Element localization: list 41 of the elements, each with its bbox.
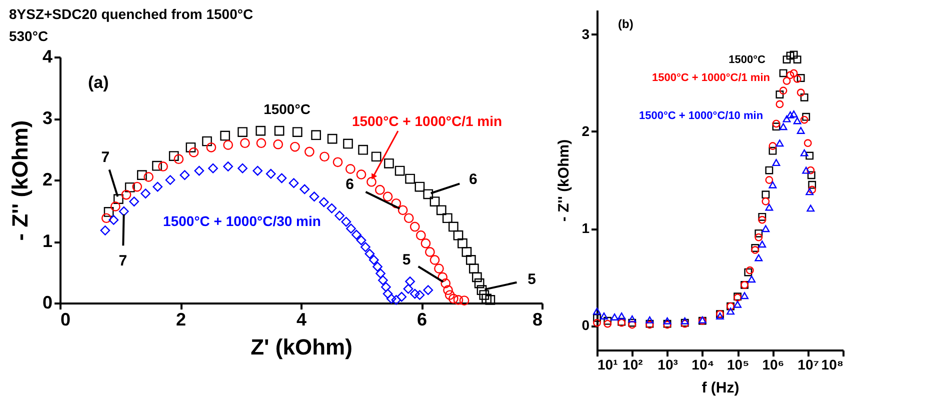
- y-tick-label: 4: [42, 46, 52, 66]
- annotation: 5: [402, 251, 411, 268]
- x-tick-label: 10⁶: [762, 356, 784, 372]
- x-axis-title: Z' (kOhm): [250, 334, 352, 360]
- x-tick-label: 10⁸: [821, 356, 844, 372]
- annotation: (a): [88, 73, 109, 92]
- y-tick-label: 1: [582, 220, 590, 236]
- y-axis-title: - Z'' (kOhm): [7, 120, 32, 241]
- y-tick-label: 3: [582, 26, 590, 42]
- y-tick-label: 2: [42, 170, 52, 190]
- annotation: 7: [101, 149, 110, 166]
- chart-subtitle: 530°C: [8, 28, 48, 44]
- chart-title: 8YSZ+SDC20 quenched from 1500°C: [8, 6, 254, 22]
- y-tick-label: 1: [42, 231, 52, 251]
- x-tick-label: 10⁷: [798, 356, 820, 372]
- x-tick-label: 8: [532, 310, 542, 330]
- x-axis-title: f (Hz): [702, 380, 740, 396]
- x-tick-label: 10¹: [598, 356, 618, 372]
- text: 1500°C + 1000°C/1 min: [352, 113, 502, 129]
- y-tick-label: 3: [42, 108, 52, 128]
- x-tick-label: 10³: [658, 356, 678, 372]
- y-tick-label: 0: [42, 292, 52, 312]
- x-tick-label: 10²: [622, 356, 644, 372]
- x-tick-label: 6: [416, 310, 428, 330]
- x-tick-label: 2: [176, 310, 186, 330]
- annotation: 7: [118, 252, 128, 270]
- series-label: 1500°C + 1000°C/1 min: [652, 72, 770, 84]
- annotation: 5: [528, 271, 536, 288]
- series-label: 1500°C + 1000°C/10 min: [638, 110, 764, 122]
- x-tick-label: 0: [60, 310, 71, 330]
- y-tick-label: 2: [582, 122, 590, 139]
- annotation: 6: [468, 171, 478, 188]
- series-label: 1500°C + 1000°C/30 min: [163, 213, 321, 229]
- annotation: (b): [618, 17, 634, 31]
- annotation: 6: [346, 176, 354, 194]
- x-tick-label: 10⁴: [692, 356, 714, 372]
- x-tick-label: 4: [296, 310, 307, 330]
- y-axis-title: - Z'' (kOhm): [556, 139, 573, 222]
- x-tick-label: 10⁵: [726, 356, 750, 372]
- series-label: 1500°C: [264, 101, 310, 117]
- series-label: 1500°C: [728, 54, 766, 66]
